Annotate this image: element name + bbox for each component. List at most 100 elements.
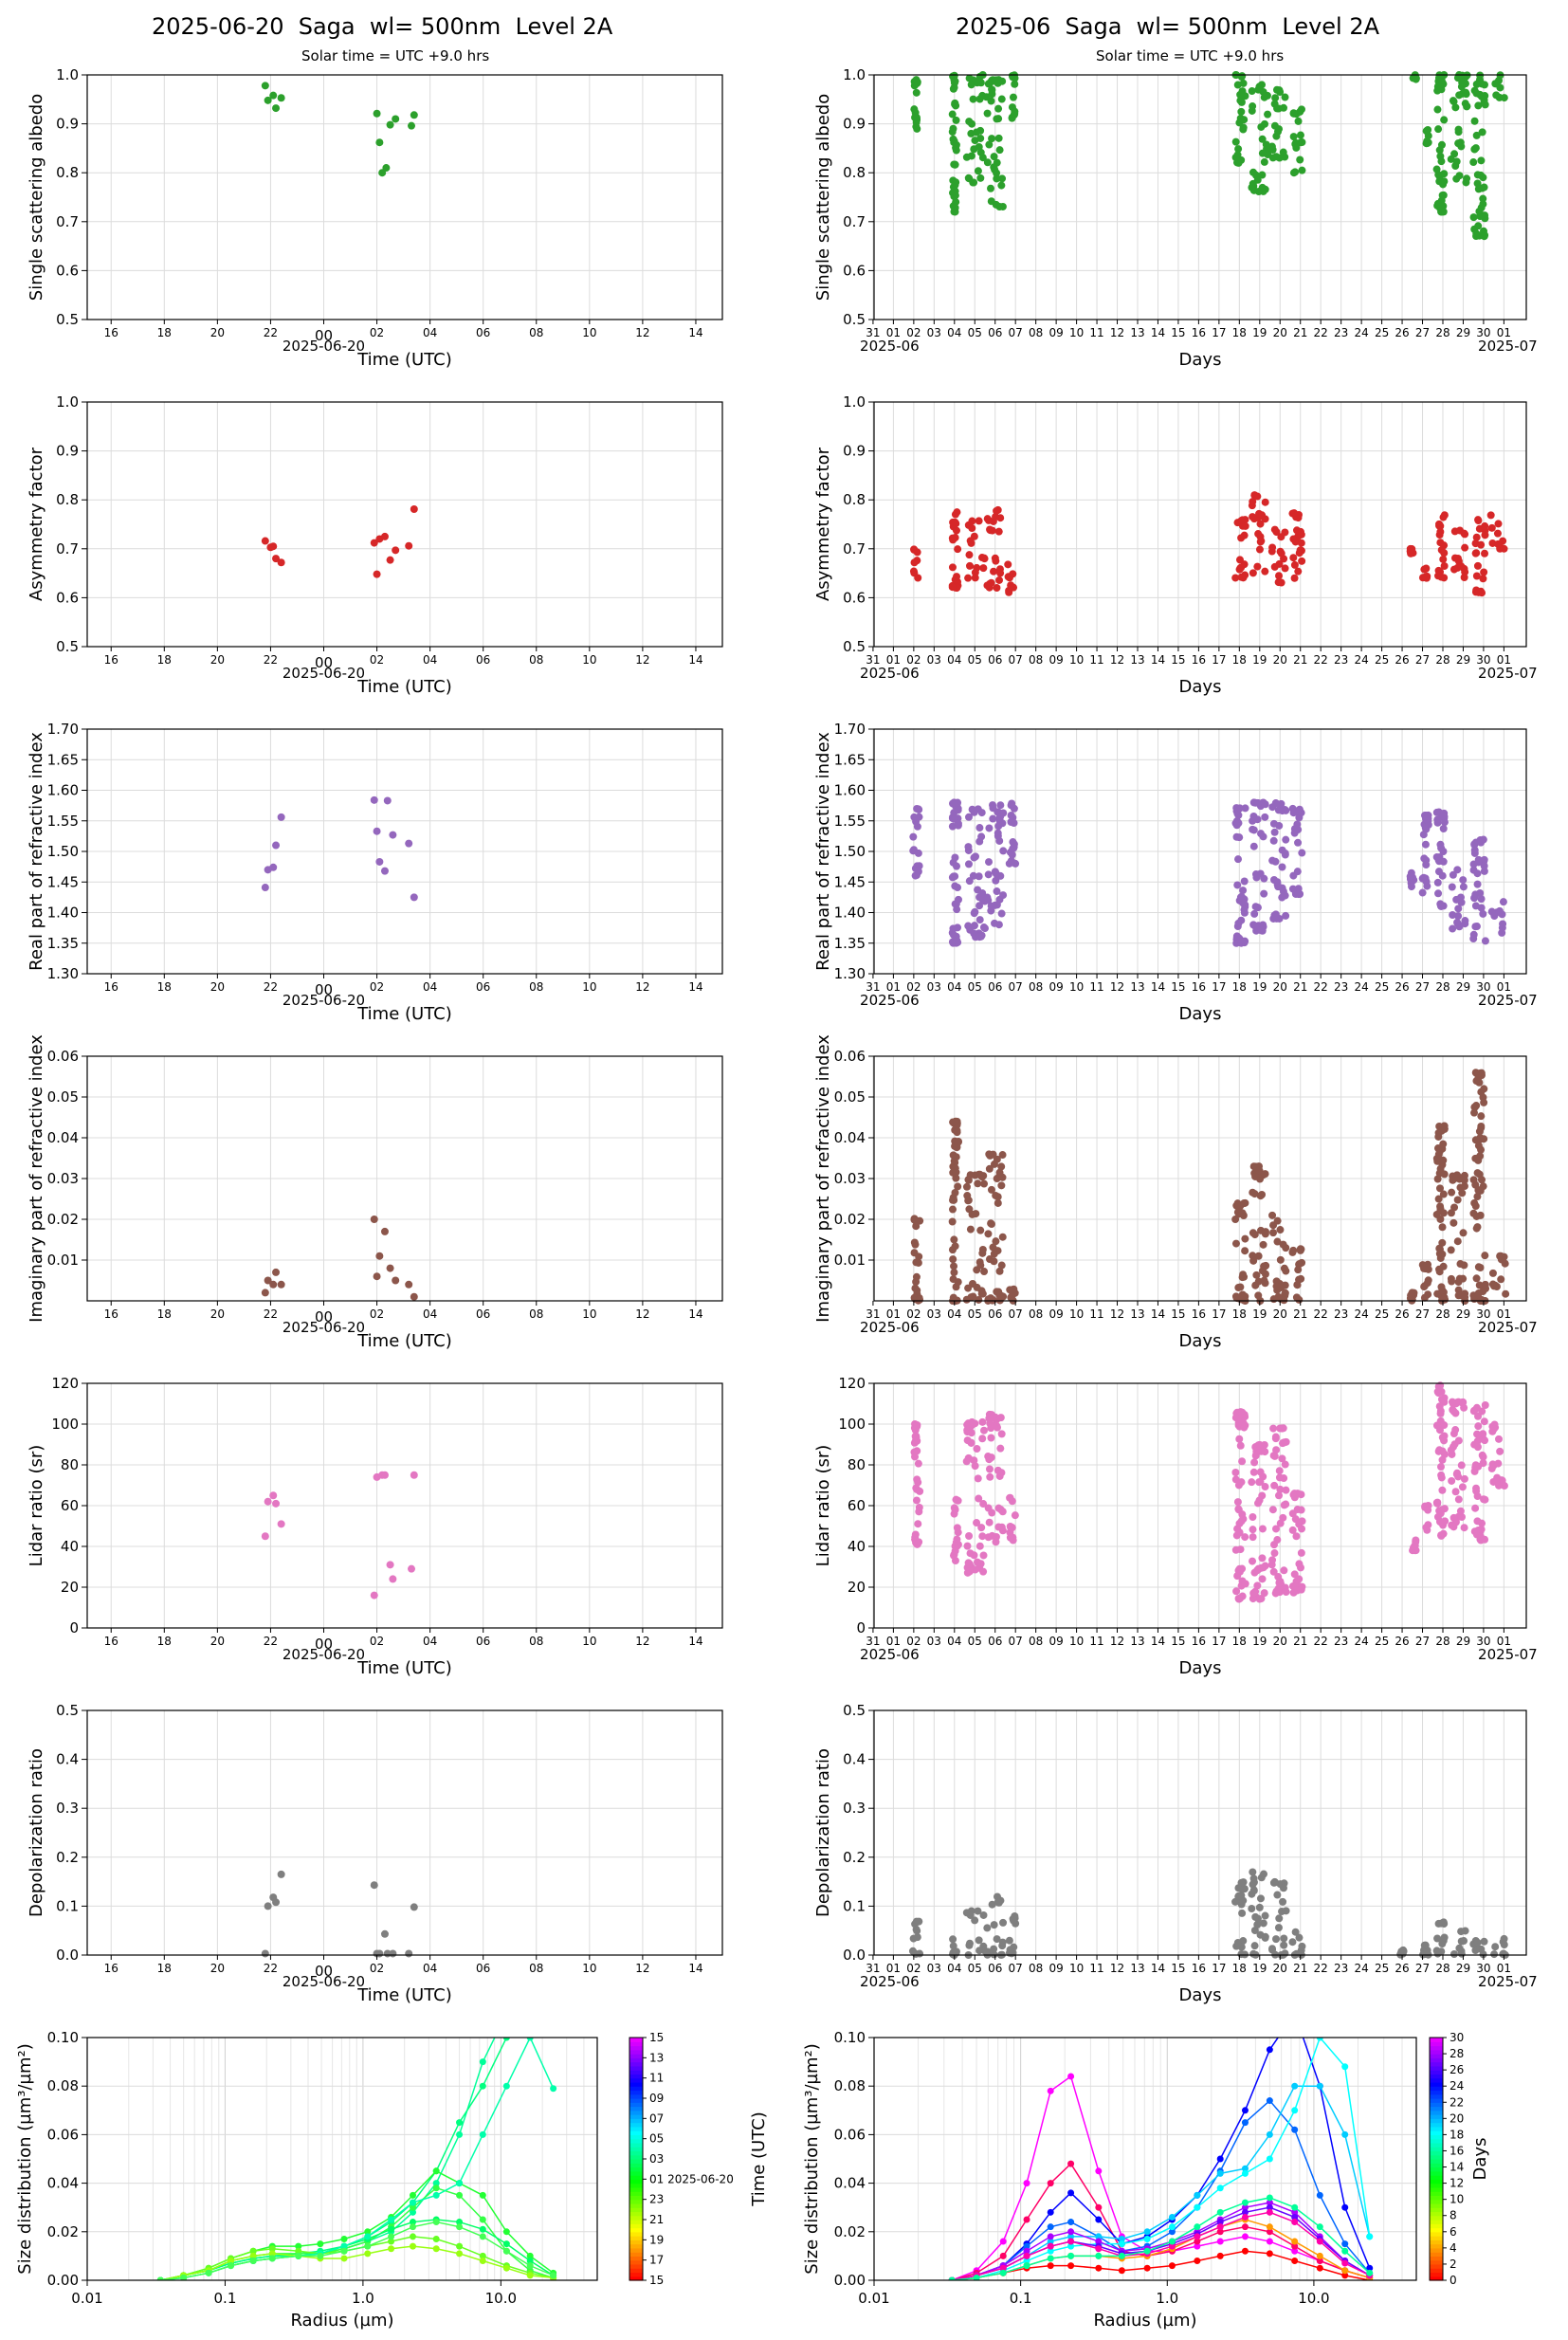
x-tick-label: 12 xyxy=(1110,1962,1124,1975)
x-tick-label: 00 xyxy=(315,1963,333,1980)
x-tick-label: 25 xyxy=(1375,1635,1389,1648)
data-point xyxy=(913,1475,921,1484)
data-point xyxy=(410,1471,418,1479)
series-point xyxy=(410,2242,417,2250)
data-point xyxy=(1479,1430,1487,1438)
y-tick-label: 0.01 xyxy=(47,1252,79,1269)
series-point xyxy=(1194,2203,1201,2211)
data-point xyxy=(953,905,961,914)
colorbar-tick-label: 21 xyxy=(649,2213,664,2226)
x-tick-label: 24 xyxy=(1354,1962,1368,1975)
x-tick-label: 15 xyxy=(1171,1635,1185,1648)
data-point xyxy=(1449,1218,1458,1227)
data-point xyxy=(1234,145,1243,154)
data-point xyxy=(997,1430,1006,1438)
series-line xyxy=(952,2197,1371,2280)
data-point xyxy=(1440,1919,1449,1928)
series-point xyxy=(550,1864,556,1871)
colorbar-tick-label: 26 xyxy=(1449,2063,1464,2076)
series-point xyxy=(1143,2247,1151,2255)
y-tick-label: 1.50 xyxy=(834,843,866,860)
y-axis-label: Size distribution (µm³/µm²) xyxy=(802,2043,822,2274)
data-point xyxy=(1288,1938,1297,1947)
data-point xyxy=(992,1538,1000,1546)
series-point xyxy=(1023,2180,1030,2187)
data-point xyxy=(1500,94,1508,102)
data-point xyxy=(1271,94,1280,102)
colorbar-segment xyxy=(629,2150,643,2156)
data-point xyxy=(1274,578,1283,587)
colorbar-tick-label: 24 xyxy=(1449,2079,1464,2093)
series-point xyxy=(1216,2169,1224,2177)
x-tick-label: 12 xyxy=(635,1635,649,1648)
left-figure-subtitle: Solar time = UTC +9.0 hrs xyxy=(301,47,490,64)
colorbar-segment xyxy=(1430,2114,1443,2119)
data-point xyxy=(913,1927,921,1935)
x-tick-label: 10 xyxy=(1069,1635,1084,1648)
data-point xyxy=(1271,1435,1280,1443)
x-tick-label: 18 xyxy=(157,980,172,994)
series-point xyxy=(1266,2046,1273,2054)
series-point xyxy=(1118,2240,1125,2248)
data-point xyxy=(1475,1170,1484,1179)
data-point xyxy=(1449,1407,1458,1416)
data-point xyxy=(986,526,994,535)
data-point xyxy=(1473,880,1482,888)
data-point xyxy=(1432,1947,1441,1955)
y-tick-label: 0.6 xyxy=(56,589,79,606)
data-point xyxy=(954,1528,962,1537)
data-point xyxy=(974,1474,982,1483)
data-point xyxy=(987,97,995,105)
data-point xyxy=(1260,1870,1268,1878)
data-point xyxy=(1290,1570,1299,1579)
series-point xyxy=(1291,2203,1299,2211)
data-point xyxy=(1010,583,1018,592)
x-tick-label: 06 xyxy=(476,1307,490,1321)
data-point xyxy=(1289,554,1298,562)
x-tick-label: 06 xyxy=(476,326,490,339)
series-line xyxy=(951,2162,1370,2280)
data-point xyxy=(1462,72,1470,81)
series-point xyxy=(502,2228,510,2236)
series-point xyxy=(479,2191,486,2199)
data-point xyxy=(1239,1271,1248,1279)
x-tick-label: 30 xyxy=(1476,1962,1490,1975)
data-point xyxy=(1291,1928,1300,1936)
x-tick-label: 08 xyxy=(1029,1635,1043,1648)
data-point xyxy=(1453,1196,1462,1204)
data-point xyxy=(1436,1463,1445,1472)
x-tick-label: 04 xyxy=(947,980,961,994)
daily-rri-points xyxy=(261,795,418,902)
y-tick-label: 1.35 xyxy=(47,935,79,952)
data-point xyxy=(1253,798,1262,807)
data-point xyxy=(1290,560,1299,569)
colorbar-segment xyxy=(1430,2186,1443,2192)
data-point xyxy=(1494,1459,1503,1468)
colorbar-segment xyxy=(629,2038,643,2042)
data-point xyxy=(1434,1195,1443,1203)
data-point xyxy=(996,801,1005,810)
data-point xyxy=(1438,78,1447,86)
colorbar-tick-label: 16 xyxy=(1449,2144,1464,2157)
data-point xyxy=(973,1558,981,1566)
data-point xyxy=(1269,819,1278,828)
colorbar-tick-label: 17 xyxy=(649,2254,664,2267)
colorbar-segment xyxy=(629,2179,643,2185)
x-tick-label: 14 xyxy=(688,1962,702,1975)
data-point xyxy=(1294,117,1303,125)
monthly-asy-panel: 0.50.60.70.80.91.031 01 02 03 04 05 06 07 08 09 10… xyxy=(813,393,1538,697)
x-tick-label: 10.0 xyxy=(485,2290,517,2307)
data-point xyxy=(1256,1894,1265,1903)
data-point xyxy=(1273,1237,1282,1246)
x-tick-label: 04 xyxy=(947,1962,961,1975)
x-tick-label: 10 xyxy=(582,1635,596,1648)
series-point xyxy=(948,2276,956,2280)
data-point xyxy=(1448,1476,1456,1485)
data-point xyxy=(272,555,281,563)
x-tick-label: 04 xyxy=(423,1962,437,1975)
data-point xyxy=(986,1472,994,1481)
data-point xyxy=(1254,1252,1263,1260)
data-point xyxy=(1433,105,1442,114)
data-point xyxy=(1236,893,1245,902)
